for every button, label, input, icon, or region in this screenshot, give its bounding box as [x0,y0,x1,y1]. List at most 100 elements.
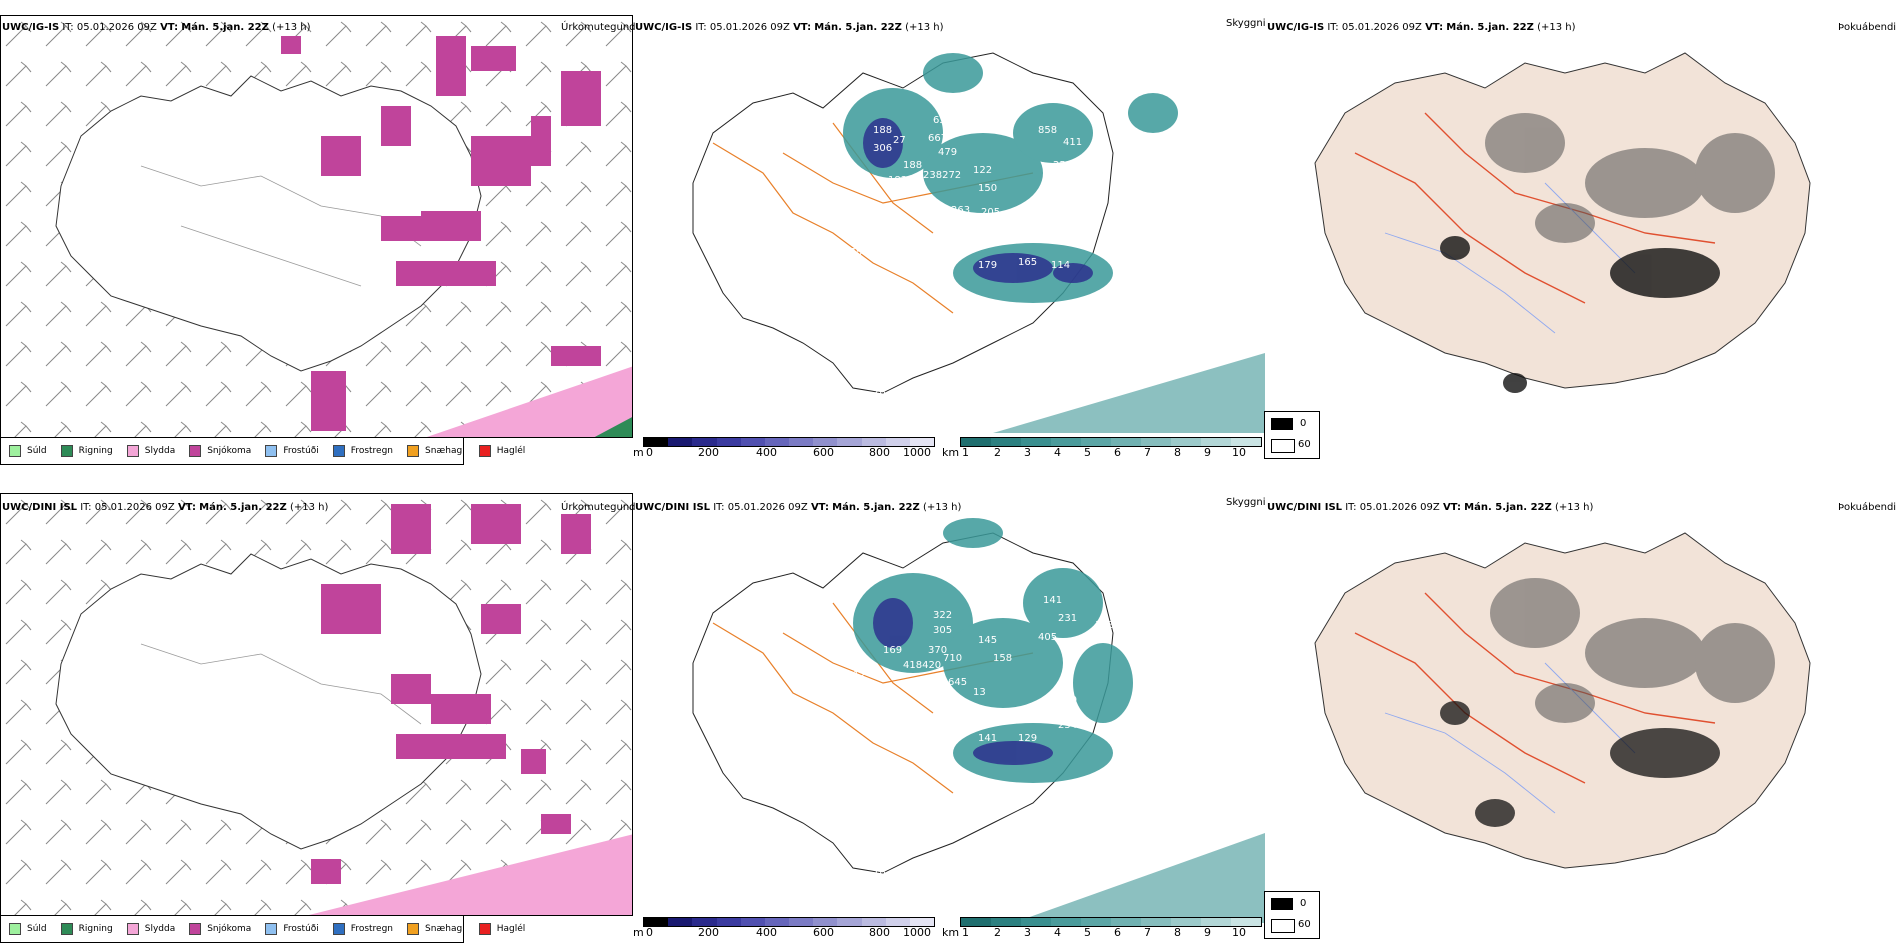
legend-item-frostregn: Frostregn [332,923,394,935]
ceiling-label: 305 [933,625,952,636]
vt-label: VT: [177,502,196,513]
ceiling-label: 299 [1058,695,1077,706]
visibility-colorbar-segment [1141,918,1171,926]
legend-label: Frostregn [350,924,394,934]
visibility-colorbar-segment [961,918,991,926]
vt-label: VT: [1442,502,1461,513]
ceiling-colorbar-segment [716,918,741,926]
ceiling-label: 411 [1063,137,1082,148]
ceiling-label: 145 [978,635,997,646]
ceiling-label: 188 [903,160,922,171]
precip-map-row2 [0,493,633,916]
precip-panel-row1: Súld Rigning Slydda Snjókoma Frostúði Fr… [0,15,633,465]
ceiling-colorbar-segment [740,918,765,926]
ceiling-label: 278 [933,733,952,744]
legend-label: Frostregn [350,446,394,456]
fog-map-svg-row2 [1314,532,1811,869]
legend-label: Frostúði [283,924,319,934]
ceiling-label: 479 [938,147,957,158]
visibility-unit: km [942,926,960,939]
visibility-tick: 7 [1144,926,1151,939]
visibility-colorbar-segment [1051,918,1081,926]
ceiling-colorbar-segment [813,438,838,446]
ceiling-label: 322 [933,610,952,621]
lead-time: (+13 h) [905,22,944,33]
fog-swatch-dark [1271,898,1293,910]
ceiling-label: 645 [948,677,967,688]
vt-value: Mán. 5.jan. 22Z [832,502,920,513]
visibility-tick: 10 [1232,926,1246,939]
model-name: UWC/DINI ISL [2,502,78,513]
panel-title-cloud-row1: Skyggni [1226,18,1266,29]
ceiling-label: 28 [873,387,886,398]
ceiling-unit: m [633,926,644,939]
cloud-map-svg-row1: 188 27 306 188 183 20 650 667 479 238272… [692,52,1265,433]
fog-legend-top: 0 [1300,418,1307,429]
ceiling-tick: 600 [813,926,834,939]
cloud-panel-row1: 188 27 306 188 183 20 650 667 479 238272… [633,33,1265,463]
ceiling-label: 20 [895,190,908,201]
cloud-panel-row2: 394 141 322 305 169 370 418420 710 645 1… [633,513,1265,943]
ceiling-colorbar-segment [740,438,765,446]
fog-map-svg-row1 [1314,52,1811,393]
model-name: UWC/IG-IS [2,22,60,33]
legend-label: Haglél [496,446,526,456]
ceiling-label: 253 [1053,160,1072,171]
header-precip-row2: UWC/DINI ISL IT: 05.01.2026 09Z VT: Mán.… [2,502,328,513]
legend-label: Snæhagl [425,924,465,934]
visibility-tick: 8 [1174,446,1181,459]
precip-legend-row2: Súld Rigning Slydda Snjókoma Frostúði Fr… [0,915,525,943]
visibility-colorbar-row1: km 1 2 3 4 5 6 7 8 9 10 [942,437,1262,459]
precip-map-row1 [0,15,633,438]
ceiling-colorbar-segment [789,438,814,446]
visibility-tick: 6 [1114,926,1121,939]
legend-swatch [407,445,420,457]
ceiling-tick: 0 [646,446,653,459]
ceiling-colorbar-segment [837,918,862,926]
precip-map-svg-row1 [1,16,632,437]
visibility-tick: 10 [1232,446,1246,459]
fog-swatch-dark [1271,418,1293,430]
lead-time: (+13 h) [922,502,962,513]
ceiling-colorbar-segment [813,918,838,926]
legend-item-rigning: Rigning [60,923,113,935]
legend-item-haglel: Haglél [478,445,526,457]
ceiling-colorbar-segment [789,918,814,926]
it-label: IT: [713,502,725,513]
ceiling-tick: 800 [869,926,890,939]
vt-label: VT: [810,502,829,513]
ceiling-label: 183 [888,175,907,186]
model-name: UWC/DINI ISL [635,502,711,513]
visibility-colorbar-strip [960,437,1262,447]
ceiling-label: 150 [978,183,997,194]
visibility-tick: 6 [1114,446,1121,459]
visibility-colorbar-row2: km 1 2 3 4 5 6 7 8 9 10 [942,917,1262,939]
visibility-tick: 2 [994,926,1001,939]
visibility-tick: 5 [1084,926,1091,939]
ceiling-colorbar-segment [885,438,910,446]
legend-label: Súld [27,446,47,456]
ceiling-label: 169 [883,645,902,656]
legend-label: Slydda [144,446,176,456]
ceiling-colorbar-segment [668,918,693,926]
legend-item-frostregn: Frostregn [332,445,394,457]
legend-swatch [478,445,491,457]
legend-item-snjokoma: Snjókoma [189,445,251,457]
ceiling-label: 18 [873,867,886,878]
it-value: 05.01.2026 09Z [76,22,157,33]
header-fog-row1: UWC/IG-IS IT: 05.01.2026 09Z VT: Mán. 5.… [1267,22,1576,33]
cloud-map-svg-row2: 394 141 322 305 169 370 418420 710 645 1… [692,518,1265,923]
legend-label: Snæhagl [425,446,465,456]
vt-value: Mán. 5.jan. 22Z [181,22,269,33]
visibility-colorbar-segment [1231,918,1261,926]
ceiling-label: 394 [1023,563,1042,574]
vt-value: Mán. 5.jan. 22Z [1446,22,1534,33]
ceiling-label: 122 [973,165,992,176]
visibility-colorbar-strip [960,917,1262,927]
ceiling-label: 858 [1038,125,1057,136]
legend-swatch [126,923,139,935]
fog-swatch-light [1271,439,1295,453]
legend-label: Rigning [78,446,113,456]
model-name: UWC/DINI ISL [1267,502,1343,513]
ceiling-label: 667 [928,133,947,144]
